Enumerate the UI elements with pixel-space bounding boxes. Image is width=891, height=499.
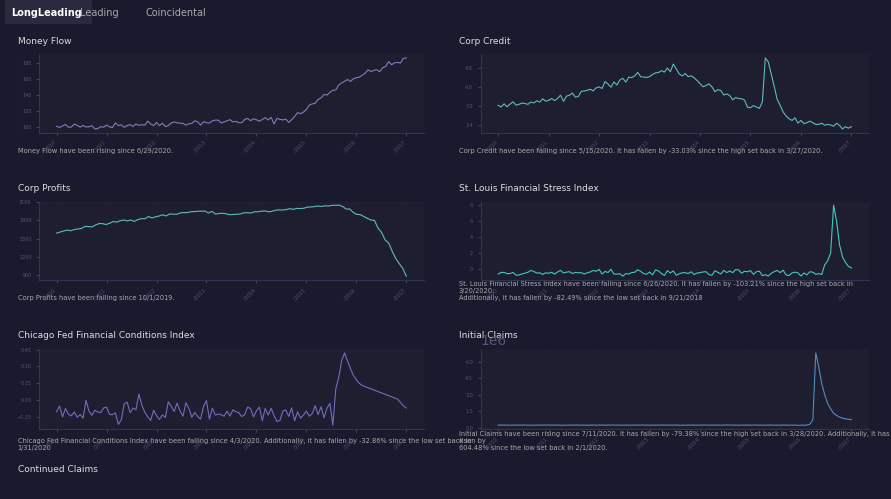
Text: Chicago Fed Financial Conditions Index: Chicago Fed Financial Conditions Index	[18, 331, 194, 340]
Text: Coincidental: Coincidental	[145, 8, 206, 18]
Text: Corp Profits have been falling since 10/1/2019.: Corp Profits have been falling since 10/…	[18, 295, 174, 301]
Text: Corp Credit have been falling since 5/15/2020. It has fallen by -33.03% since th: Corp Credit have been falling since 5/15…	[459, 148, 822, 154]
Text: Corp Credit: Corp Credit	[459, 37, 511, 46]
Text: St. Louis Financial Stress Index: St. Louis Financial Stress Index	[459, 184, 599, 193]
Bar	[5, 0, 92, 24]
Text: Continued Claims: Continued Claims	[18, 465, 97, 474]
Text: Initial Claims have been rising since 7/11/2020. It has fallen by -79.38% since : Initial Claims have been rising since 7/…	[459, 431, 889, 451]
Text: Money Flow: Money Flow	[18, 37, 71, 46]
Text: LongLeading: LongLeading	[11, 8, 82, 18]
Text: Leading: Leading	[80, 8, 119, 18]
Text: Initial Claims: Initial Claims	[459, 331, 518, 340]
Text: Money Flow have been rising since 6/29/2020.: Money Flow have been rising since 6/29/2…	[18, 148, 173, 154]
Text: Corp Profits: Corp Profits	[18, 184, 70, 193]
Text: Chicago Fed Financial Conditions Index have been falling since 4/3/2020. Additio: Chicago Fed Financial Conditions Index h…	[18, 438, 471, 451]
Text: St. Louis Financial Stress Index have been falling since 6/26/2020. It has falle: St. Louis Financial Stress Index have be…	[459, 281, 853, 301]
